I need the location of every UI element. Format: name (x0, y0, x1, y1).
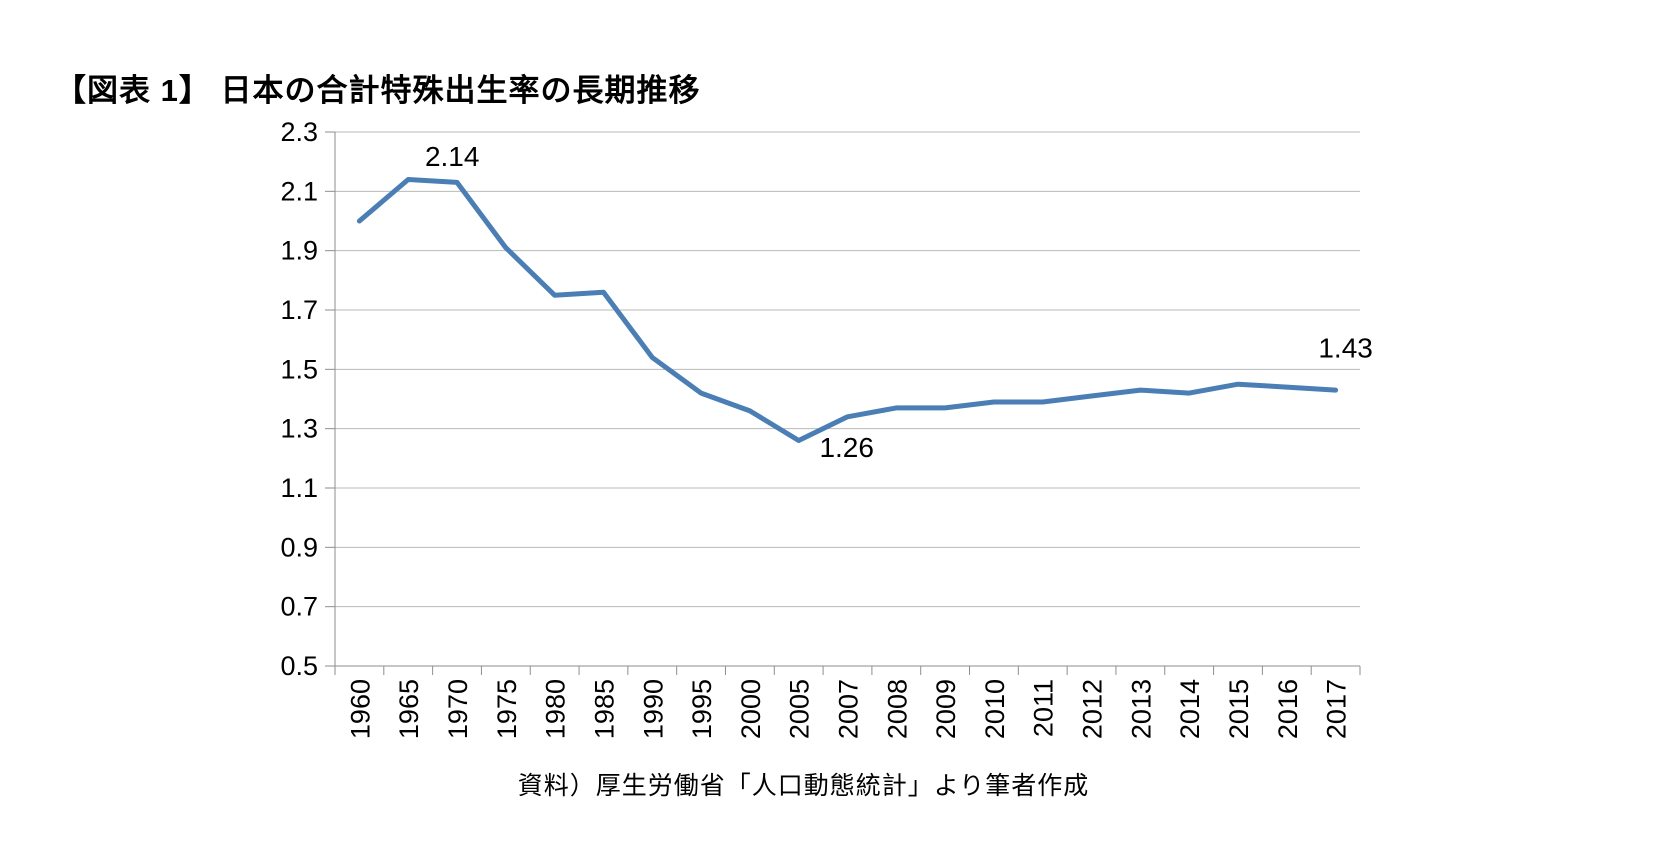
x-axis-label: 2010 (980, 679, 1010, 739)
fertility-rate-line (356, 177, 1339, 443)
x-axis-label: 2016 (1273, 679, 1303, 739)
x-axis-label: 2000 (736, 679, 766, 739)
x-axis-label: 2007 (834, 679, 864, 739)
y-axis-label: 1.5 (280, 354, 318, 384)
x-axis-label: 1990 (638, 679, 668, 739)
x-axis-label: 2017 (1322, 679, 1352, 739)
x-axis-label: 2012 (1078, 679, 1108, 739)
x-axis-label: 2013 (1126, 679, 1156, 739)
x-axis-label: 2015 (1224, 679, 1254, 739)
y-axis-label: 0.9 (280, 532, 318, 562)
data-label: 1.43 (1318, 333, 1373, 364)
y-axis-label: 2.3 (280, 117, 318, 147)
x-axis-label: 1970 (443, 679, 473, 739)
y-axis-label: 1.1 (280, 473, 318, 503)
data-label: 2.14 (425, 141, 480, 172)
x-axis-label: 1995 (687, 679, 717, 739)
y-axis-label: 0.7 (280, 592, 318, 622)
x-axis-label: 1960 (345, 679, 375, 739)
x-axis-label: 1985 (589, 679, 619, 739)
y-axis-label: 2.1 (280, 176, 318, 206)
x-axis-label: 2009 (931, 679, 961, 739)
x-axis-label: 1980 (541, 679, 571, 739)
data-label: 1.26 (819, 432, 874, 463)
y-axis-label: 1.7 (280, 295, 318, 325)
source-note: 資料）厚生労働省「人口動態統計」より筆者作成 (517, 772, 1090, 800)
y-axis-label: 1.3 (280, 414, 318, 444)
x-axis-label: 2011 (1029, 679, 1059, 737)
y-axis-label: 1.9 (280, 236, 318, 266)
chart-title: 【図表 1】 日本の合計特殊出生率の長期推移 (55, 72, 701, 108)
x-axis-label: 2014 (1175, 679, 1205, 739)
x-axis-label: 1965 (394, 679, 424, 739)
x-axis-label: 1975 (492, 679, 522, 739)
x-axis-label: 2005 (785, 679, 815, 739)
y-axis-label: 0.5 (280, 651, 318, 681)
x-axis-label: 2008 (882, 679, 912, 739)
